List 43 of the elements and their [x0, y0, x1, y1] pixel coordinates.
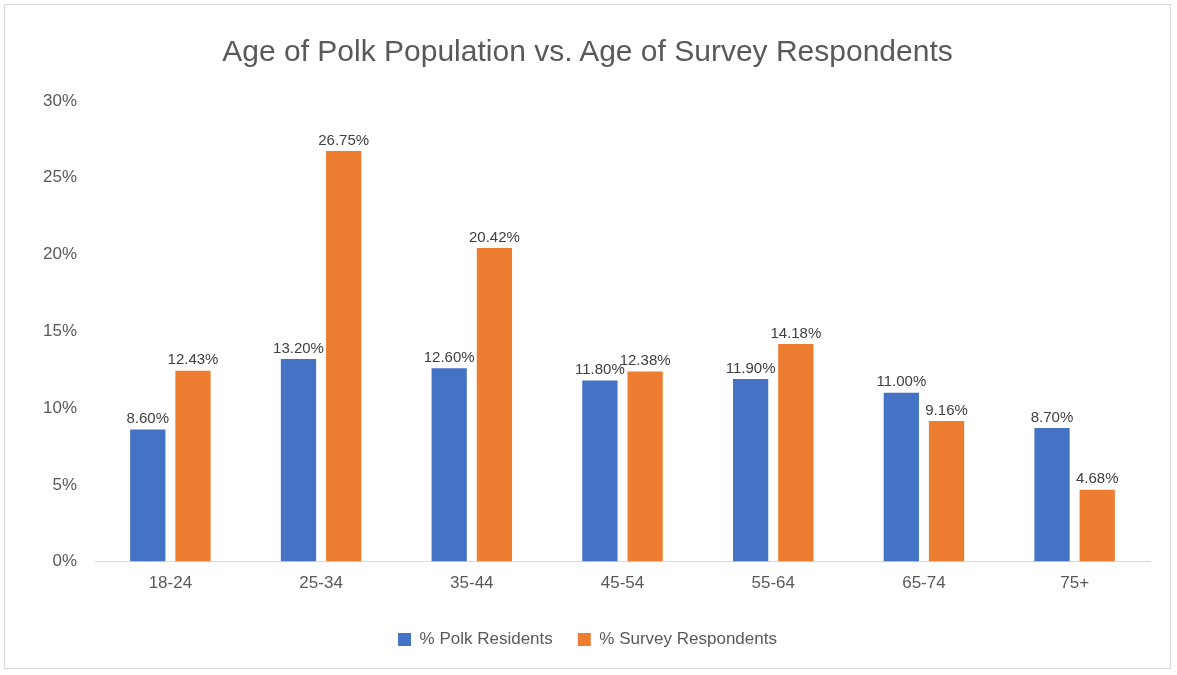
x-tick-label: 65-74 [902, 573, 946, 593]
bar [732, 378, 769, 562]
x-tick-label: 18-24 [148, 573, 193, 593]
y-tick-label: 20% [42, 244, 78, 264]
y-tick-label: 15% [42, 320, 78, 340]
bar [326, 150, 362, 562]
bar [928, 420, 965, 562]
data-label: 8.70% [1030, 407, 1074, 425]
data-label: 26.75% [318, 130, 370, 148]
data-label: 11.90% [725, 358, 776, 376]
bar [778, 343, 814, 562]
bar [476, 248, 513, 562]
bar [1034, 428, 1070, 562]
chart-title: Age of Polk Population vs. Age of Survey Respondents [222, 34, 953, 68]
bar [1079, 489, 1115, 562]
data-label: 11.00% [876, 372, 927, 390]
x-tick-label: 75+ [1060, 573, 1090, 593]
data-label: 12.60% [423, 347, 475, 365]
y-tick-label: 10% [42, 397, 78, 417]
x-tick-label: 55-64 [751, 573, 795, 593]
x-tick-label: 35-44 [450, 573, 494, 593]
y-tick-label: 25% [42, 167, 78, 187]
bar [627, 371, 663, 562]
legend-label: % Survey Respondents [599, 629, 777, 649]
y-tick-label: 30% [42, 90, 78, 110]
data-label: 9.16% [925, 400, 968, 418]
x-tick-label: 25-34 [299, 573, 343, 593]
y-tick-label: 5% [52, 474, 78, 494]
bar [130, 429, 166, 562]
x-tick-label: 45-54 [600, 573, 645, 593]
bar [582, 380, 618, 562]
data-label: 13.20% [273, 338, 324, 356]
legend-label: % Polk Residents [419, 629, 553, 649]
data-label: 12.43% [167, 350, 219, 368]
data-label: 8.60% [126, 409, 170, 427]
y-tick-label: 0% [52, 551, 78, 571]
data-label: 14.18% [770, 323, 822, 341]
bar [883, 392, 919, 562]
bar [431, 368, 467, 562]
data-label: 4.68% [1075, 469, 1119, 487]
data-label: 20.42% [468, 227, 520, 245]
bar [175, 370, 211, 562]
bar [280, 358, 317, 562]
